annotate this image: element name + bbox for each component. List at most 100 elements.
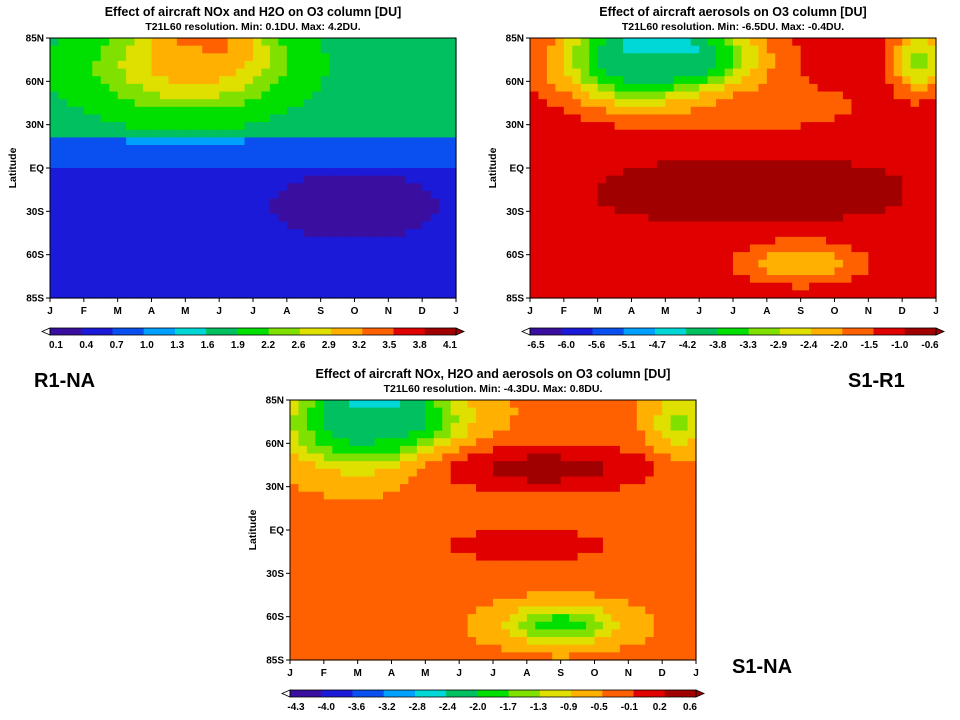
heatmap-cell: [388, 83, 398, 93]
heatmap-cell: [885, 221, 895, 230]
colorbar-segment: [299, 328, 332, 335]
heatmap-cell: [362, 290, 373, 299]
heatmap-cell: [893, 38, 903, 47]
heatmap-cell: [619, 560, 629, 569]
heatmap-cell: [792, 122, 802, 131]
heatmap-cell: [442, 644, 452, 653]
heatmap-cell: [572, 91, 582, 100]
heatmap-cell: [433, 629, 443, 638]
heatmap-cell: [679, 530, 689, 539]
heatmap-cell: [645, 583, 655, 592]
heatmap-cell: [151, 190, 161, 200]
heatmap-cell: [416, 583, 426, 592]
heatmap-cell: [699, 45, 709, 54]
heatmap-cell: [320, 259, 330, 269]
heatmap-cell: [580, 45, 590, 54]
heatmap-cell: [614, 45, 624, 54]
heatmap-cell: [741, 244, 751, 253]
heatmap-cell: [476, 552, 486, 562]
heatmap-cell: [586, 415, 596, 424]
heatmap-cell: [910, 244, 920, 253]
heatmap-cell: [413, 38, 423, 47]
heatmap-cell: [329, 190, 339, 200]
heatmap-cell: [337, 114, 347, 123]
heatmap-cell: [383, 552, 393, 562]
heatmap-cell: [484, 614, 494, 623]
heatmap-cell: [733, 68, 743, 77]
heatmap-cell: [159, 206, 170, 215]
heatmap-cell: [303, 68, 313, 77]
heatmap-cell: [83, 122, 93, 131]
heatmap-cell: [109, 106, 119, 116]
heatmap-cell: [379, 83, 389, 93]
heatmap-cell: [530, 60, 540, 70]
heatmap-cell: [476, 491, 486, 501]
heatmap-cell: [834, 160, 844, 169]
heatmap-cell: [332, 491, 342, 501]
heatmap-cell: [631, 259, 641, 269]
heatmap-cell: [278, 259, 288, 269]
heatmap-cell: [648, 91, 658, 100]
heatmap-cell: [269, 221, 279, 230]
heatmap-cell: [577, 484, 587, 493]
heatmap-cell: [391, 606, 401, 615]
heatmap-cell: [563, 137, 573, 146]
heatmap-cell: [185, 152, 195, 161]
heatmap-cell: [792, 152, 802, 161]
heatmap-cell: [606, 122, 616, 131]
heatmap-cell: [405, 282, 415, 291]
heatmap-cell: [653, 522, 663, 531]
heatmap-cell: [653, 560, 663, 569]
heatmap-cell: [332, 476, 342, 485]
heatmap-cell: [388, 99, 398, 108]
heatmap-cell: [391, 537, 401, 546]
heatmap-cell: [493, 476, 503, 485]
heatmap-cell: [538, 106, 548, 116]
heatmap-cell: [109, 60, 119, 70]
heatmap-cell: [775, 252, 785, 261]
heatmap-cell: [619, 575, 629, 585]
heatmap-cell: [354, 183, 364, 192]
heatmap-cell: [467, 453, 477, 462]
heatmap-cell: [783, 275, 793, 284]
heatmap-cell: [792, 137, 802, 146]
heatmap-cell: [563, 99, 573, 108]
heatmap-cell: [362, 68, 373, 77]
heatmap-cell: [379, 236, 389, 246]
heatmap-cell: [662, 407, 672, 416]
heatmap-cell: [320, 282, 330, 291]
heatmap-cell: [425, 507, 435, 516]
heatmap-cell: [902, 91, 912, 100]
heatmap-cell: [699, 290, 709, 299]
heatmap-cell: [569, 530, 579, 539]
heatmap-cell: [792, 282, 802, 291]
heatmap-cell: [893, 183, 903, 192]
heatmap-cell: [606, 152, 616, 161]
heatmap-cell: [269, 106, 279, 116]
heatmap-cell: [433, 415, 443, 424]
heatmap-cell: [362, 76, 373, 85]
heatmap-cell: [902, 282, 912, 291]
heatmap-cell: [447, 267, 457, 276]
heatmap-cell: [758, 68, 768, 77]
heatmap-cell: [134, 213, 144, 223]
heatmap-cell: [602, 415, 613, 424]
heatmap-cell: [298, 491, 308, 501]
heatmap-cell: [399, 537, 410, 546]
heatmap-cell: [58, 145, 68, 154]
heatmap-cell: [919, 114, 929, 123]
heatmap-cell: [501, 583, 511, 592]
heatmap-cell: [552, 629, 562, 638]
heatmap-cell: [648, 198, 658, 207]
heatmap-cell: [312, 137, 322, 146]
heatmap-cell: [586, 598, 596, 608]
heatmap-cell: [430, 76, 440, 85]
heatmap-cell: [526, 614, 536, 623]
heatmap-cell: [868, 252, 878, 261]
heatmap-cell: [467, 614, 477, 623]
heatmap-cell: [476, 629, 486, 638]
heatmap-cell: [459, 476, 469, 485]
heatmap-cell: [535, 514, 545, 523]
heatmap-cell: [450, 422, 460, 432]
heatmap-cell: [648, 145, 658, 154]
